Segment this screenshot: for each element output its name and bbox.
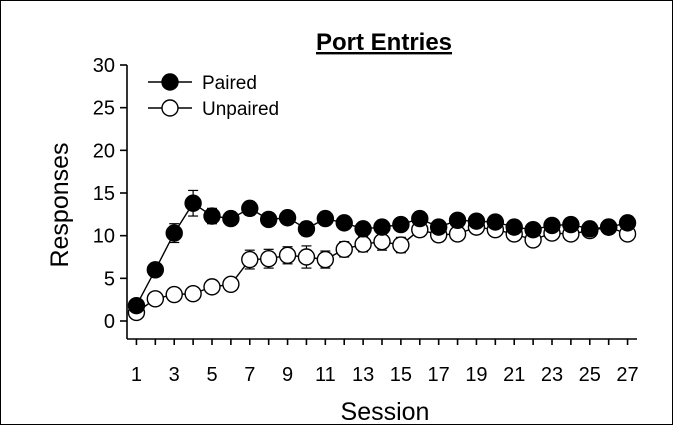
x-tick-label: 11 [315,364,336,386]
data-point [184,284,202,303]
data-point [203,207,221,225]
data-point [486,213,505,231]
data-point [411,209,429,228]
x-tick-label: 7 [244,364,255,386]
x-tick-label: 23 [541,364,563,386]
legend-item-unpaired: Unpaired [148,99,279,120]
legend-item-paired: Paired [148,73,257,94]
data-point [448,211,467,230]
data-point [599,218,618,236]
data-point [146,261,165,279]
legend-label: Unpaired [202,99,279,120]
data-point [297,248,316,266]
y-tick-label: 15 [93,183,115,205]
data-point [505,218,523,236]
series-paired [127,189,637,315]
data-point [581,220,599,238]
data-point [373,218,391,236]
y-tick-label: 20 [93,140,115,162]
data-point [354,235,372,253]
y-tick-label: 10 [93,226,115,248]
data-point [335,214,353,232]
data-point [392,236,410,254]
data-point [222,275,240,294]
legend-marker [161,99,179,117]
data-point [297,220,316,238]
legend: Paired Unpaired [148,73,279,120]
data-point [524,220,542,239]
chart-title: Port Entries [316,29,452,56]
y-tick-label: 25 [93,98,115,120]
x-tick-label: 3 [169,364,180,386]
data-point [259,250,278,268]
x-tick-label: 19 [465,364,487,386]
legend-label: Paired [202,73,257,94]
data-point [278,246,297,264]
data-point [618,214,637,232]
y-tick-label: 30 [93,55,115,77]
x-tick-label: 15 [390,364,412,386]
data-point [335,240,353,259]
x-tick-label: 5 [206,364,217,386]
data-point [184,194,202,212]
data-point [203,278,221,296]
data-point [146,290,165,308]
data-point [354,220,372,238]
x-tick-label: 13 [352,364,374,386]
x-tick-label: 17 [428,364,450,386]
data-point [316,250,335,269]
data-point [429,218,448,236]
x-tick-label: 21 [503,364,525,386]
series-layer [127,189,637,322]
data-point [467,212,486,230]
data-point [392,215,410,234]
data-point [127,296,146,315]
data-point [278,209,297,227]
data-point [241,199,259,218]
data-point [222,209,240,228]
data-point [316,209,335,228]
y-axis-label: Responses [46,142,74,267]
y-tick-label: 5 [104,268,115,290]
x-tick-label: 9 [282,364,293,386]
data-point [373,232,391,251]
data-point [165,285,183,304]
data-point [241,250,259,269]
x-tick-label: 1 [131,364,142,386]
data-point [259,210,278,229]
y-tick-label: 0 [104,311,115,333]
legend-marker [161,73,179,91]
x-tick-label: 25 [579,364,601,386]
data-point [543,216,561,235]
x-axis-label: Session [341,398,430,425]
data-point [562,215,580,234]
data-point [165,224,183,242]
x-tick-label: 27 [616,364,638,386]
